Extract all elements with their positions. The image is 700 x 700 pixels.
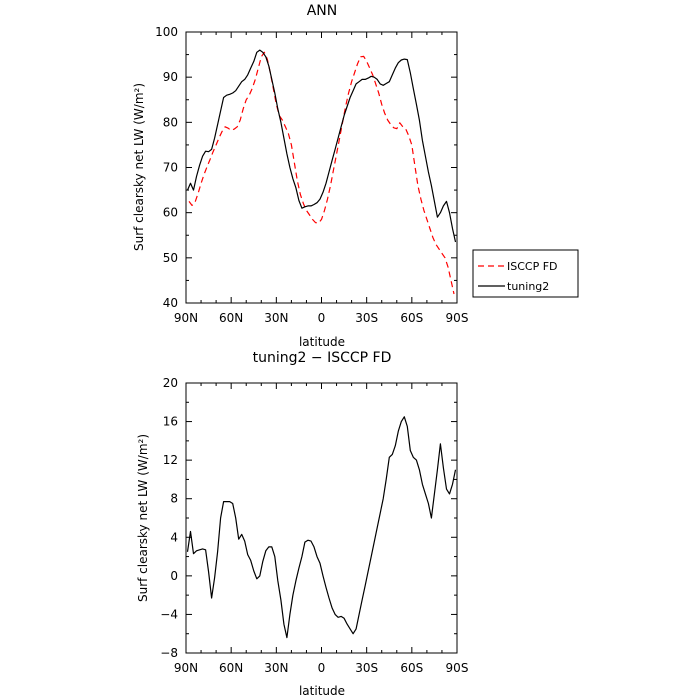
- panel-top-series: [186, 49, 457, 295]
- legend-label-tuning2: tuning2: [507, 280, 549, 293]
- panel-top-series-line-isccp-fd: [188, 51, 455, 295]
- panel-bottom-x-tick-label: 90N: [174, 661, 198, 675]
- panel-top: ANN 90N 60N 30N 0 30S 60S 90S 405060708090100 …: [132, 3, 579, 349]
- panel-top-x-tick-label: 30N: [264, 311, 288, 325]
- panel-bottom-y-tick-label: −8: [160, 646, 178, 660]
- panel-bottom-y-tick-label: 4: [170, 530, 178, 544]
- panel-top-y-tick-label: 90: [163, 70, 178, 84]
- panel-bottom-x-tick-label: 30S: [355, 661, 378, 675]
- panel-top-y-axis-label: Surf clearsky net LW (W/m²): [132, 83, 146, 251]
- panel-top-y-tick-label: 40: [163, 296, 178, 310]
- panel-top-x-tick-labels: 90N 60N 30N 0 30S 60S 90S: [174, 311, 469, 325]
- panel-top-x-axis-label: latitude: [299, 335, 345, 349]
- panel-bottom-title: tuning2 − ISCCP FD: [253, 350, 392, 366]
- panel-top-y-tick-label: 60: [163, 206, 178, 220]
- panel-bottom-x-tick-label: 90S: [446, 661, 469, 675]
- panel-top-x-tick-label: 60S: [400, 311, 423, 325]
- panel-bottom-y-tick-label: 0: [170, 569, 178, 583]
- panel-top-x-tick-label: 30S: [355, 311, 378, 325]
- panel-bottom-y-tick-label: 20: [163, 376, 178, 390]
- panel-top-ticks: [185, 31, 458, 304]
- panel-top-y-tick-label: 50: [163, 251, 178, 265]
- panel-bottom-y-tick-labels: −8 −4 0 4 8 12 16 20: [160, 376, 178, 660]
- panel-top-y-tick-label: 70: [163, 161, 178, 175]
- panel-bottom-x-tick-label: 60N: [219, 661, 243, 675]
- panel-bottom-x-tick-label: 60S: [400, 661, 423, 675]
- panel-top-x-tick-label: 90N: [174, 311, 198, 325]
- panel-top-series-line-tuning2: [186, 49, 457, 243]
- panel-bottom-series: [186, 416, 457, 639]
- legend-label-isccp: ISCCP FD: [507, 260, 558, 273]
- panel-bottom-y-tick-label: 16: [163, 415, 178, 429]
- panel-top-x-tick-label: 60N: [219, 311, 243, 325]
- panel-top-x-tick-label: 90S: [446, 311, 469, 325]
- panel-top-y-tick-label: 80: [163, 115, 178, 129]
- panel-bottom-y-tick-label: 8: [170, 492, 178, 506]
- panel-top-x-tick-label: 0: [318, 311, 326, 325]
- legend: ISCCP FD tuning2: [472, 249, 579, 298]
- panel-bottom-frame: [185, 382, 458, 654]
- panel-bottom-y-axis-label: Surf clearsky net LW (W/m²): [136, 434, 150, 602]
- panel-bottom-ticks: [185, 382, 458, 654]
- panel-bottom: tuning2 − ISCCP FD 90N 60N 30N 0 30S 60S 90S −…: [136, 350, 468, 698]
- panel-bottom-x-axis-label: latitude: [299, 684, 345, 698]
- panel-bottom-y-tick-label: 12: [163, 453, 178, 467]
- panel-bottom-x-tick-label: 0: [318, 661, 326, 675]
- panel-top-y-tick-labels: 40 50 60 70 80 90 100: [155, 25, 178, 310]
- panel-bottom-x-tick-labels: 90N 60N 30N 0 30S 60S 90S: [174, 661, 469, 675]
- panel-top-frame: [185, 31, 458, 304]
- panel-bottom-series-line-diff: [186, 416, 457, 639]
- panel-bottom-y-tick-label: −4: [160, 607, 178, 621]
- legend-box: [472, 249, 579, 298]
- panel-top-y-tick-label: 100: [155, 25, 178, 39]
- panel-bottom-x-tick-label: 30N: [264, 661, 288, 675]
- panel-top-title: ANN: [307, 3, 338, 19]
